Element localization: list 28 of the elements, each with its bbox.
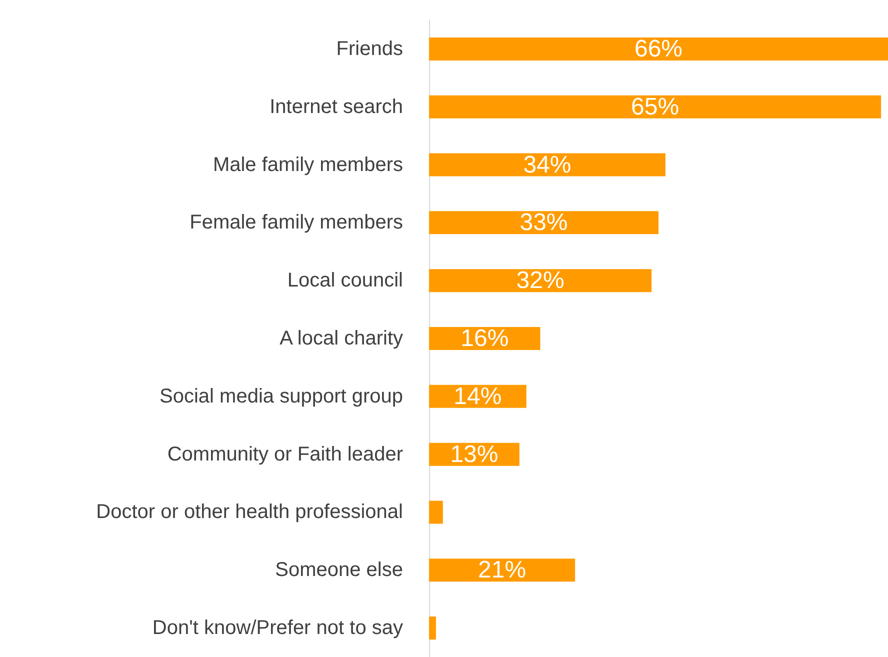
- y-tick-label: Don't know/Prefer not to say: [152, 617, 403, 640]
- data-label: 21%: [478, 556, 526, 584]
- y-tick-label: Social media support group: [160, 385, 403, 408]
- bar: [429, 269, 652, 292]
- y-tick-label: A local charity: [280, 328, 403, 350]
- y-tick-label: Doctor or other health professional: [96, 501, 403, 524]
- y-tick-label: Male family members: [212, 154, 403, 176]
- y-tick-label: Someone else: [275, 559, 403, 582]
- bar: [429, 211, 658, 234]
- bar: [429, 558, 576, 582]
- bar: [429, 37, 888, 60]
- bar: [429, 616, 436, 640]
- y-tick-label: Female family members: [190, 212, 403, 234]
- data-label: 66%: [634, 35, 683, 62]
- data-label: 16%: [460, 325, 509, 352]
- data-label: 34%: [523, 151, 572, 178]
- data-label: 65%: [631, 93, 680, 120]
- y-tick-label: Internet search: [270, 96, 403, 118]
- bar: [429, 95, 882, 118]
- bar: [429, 500, 443, 524]
- data-label: 32%: [516, 267, 564, 294]
- data-label: 14%: [454, 382, 502, 410]
- y-tick-label: Friends: [336, 38, 403, 60]
- bar: [429, 153, 666, 176]
- y-tick-label: Local council: [287, 270, 403, 292]
- y-tick-label: Community or Faith leader: [167, 443, 404, 466]
- data-label: 33%: [520, 209, 568, 236]
- data-label: 13%: [450, 440, 498, 468]
